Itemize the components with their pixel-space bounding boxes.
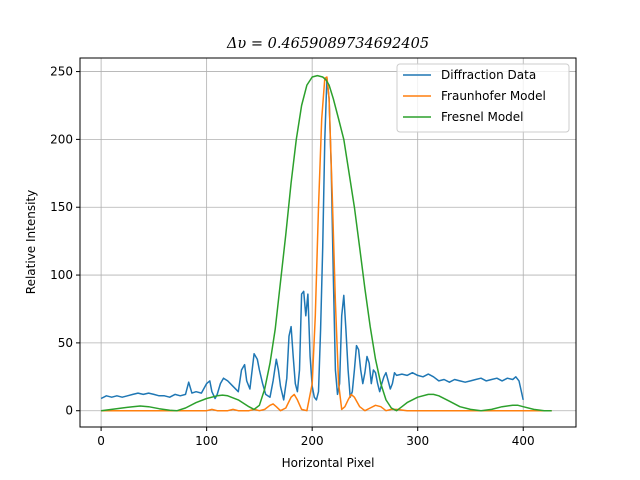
y-tick-label: 100 — [50, 268, 73, 282]
y-ticks: 0 50 100 150 200 250 — [50, 65, 80, 418]
y-tick-label: 250 — [50, 65, 73, 79]
series-line-fresnel-model — [101, 74, 552, 412]
legend-box — [396, 63, 570, 133]
y-tick-label: 150 — [50, 200, 73, 214]
x-tick-label: 300 — [406, 434, 429, 448]
axes-frame — [79, 57, 577, 428]
y-tick-label: 0 — [65, 404, 73, 418]
x-axis-label: Horizontal Pixel — [282, 456, 375, 470]
x-tick-label: 400 — [512, 434, 535, 448]
y-tick-label: 50 — [58, 336, 73, 350]
x-ticks: 0 100 200 300 400 — [97, 427, 535, 448]
x-tick-label: 0 — [97, 434, 105, 448]
legend-label-fraunhofer-model: Fraunhofer Model — [441, 89, 546, 103]
chart-title: Δυ = 0.4659089734692405 — [226, 36, 429, 52]
series-group — [100, 74, 552, 412]
x-tick-label: 100 — [195, 434, 218, 448]
x-tick-label: 200 — [301, 434, 324, 448]
legend: Diffraction Data Fraunhofer Model Fresnel … — [396, 63, 570, 133]
legend-label-fresnel-model: Fresnel Model — [441, 110, 524, 124]
series-line-diffraction-data — [100, 77, 524, 401]
y-tick-label: 200 — [50, 132, 73, 146]
y-axis-label: Relative Intensity — [24, 190, 38, 294]
legend-label-diffraction-data: Diffraction Data — [441, 68, 536, 82]
